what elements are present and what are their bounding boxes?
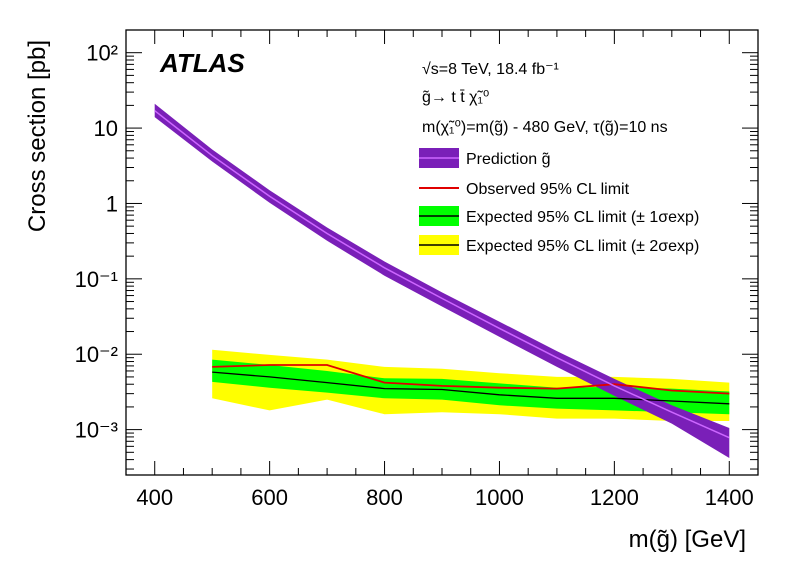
prediction-band xyxy=(154,103,730,459)
x-tick-label: 600 xyxy=(251,485,288,510)
atlas-brand-label: ATLAS xyxy=(159,48,245,78)
info-line-process: g̃→ t t̄ χ̃₁⁰ xyxy=(422,89,489,106)
x-tick-label: 1400 xyxy=(705,485,754,510)
x-axis-label: m(g̃) [GeV] xyxy=(629,526,746,553)
info-line-energy: √s=8 TeV, 18.4 fb⁻¹ xyxy=(422,61,559,78)
legend-label-prediction: Prediction g̃ xyxy=(466,151,551,168)
y-axis-label: Cross section [pb] xyxy=(24,40,51,232)
y-tick-label: 10⁻² xyxy=(75,342,118,367)
y-tick-label: 10² xyxy=(86,41,118,66)
observed-limit-line xyxy=(212,364,730,395)
legend: Prediction g̃ Observed 95% CL limit Expe… xyxy=(419,148,699,255)
legend-label-two-sigma: Expected 95% CL limit (± 2σexp) xyxy=(466,238,699,255)
prediction-central-line xyxy=(154,110,730,439)
ticks-layer: 400 600 800 1000 1200 1400 10² 10 1 10⁻¹ 10⁻² 10⁻³ xyxy=(75,29,759,510)
legend-label-one-sigma: Expected 95% CL limit (± 1σexp) xyxy=(466,209,699,226)
y-tick-label: 10 xyxy=(94,116,118,141)
lines-layer xyxy=(154,110,730,439)
y-tick-label: 1 xyxy=(106,191,118,216)
legend-label-observed: Observed 95% CL limit xyxy=(466,181,630,198)
x-tick-label: 1000 xyxy=(475,485,524,510)
x-tick-label: 1200 xyxy=(590,485,639,510)
y-tick-label: 10⁻¹ xyxy=(75,267,118,292)
x-tick-label: 800 xyxy=(366,485,403,510)
x-tick-label: 400 xyxy=(136,485,173,510)
y-tick-label: 10⁻³ xyxy=(75,418,118,443)
info-line-mass-lifetime: m(χ̃₁⁰)=m(g̃) - 480 GeV, τ(g̃)=10 ns xyxy=(422,119,668,136)
